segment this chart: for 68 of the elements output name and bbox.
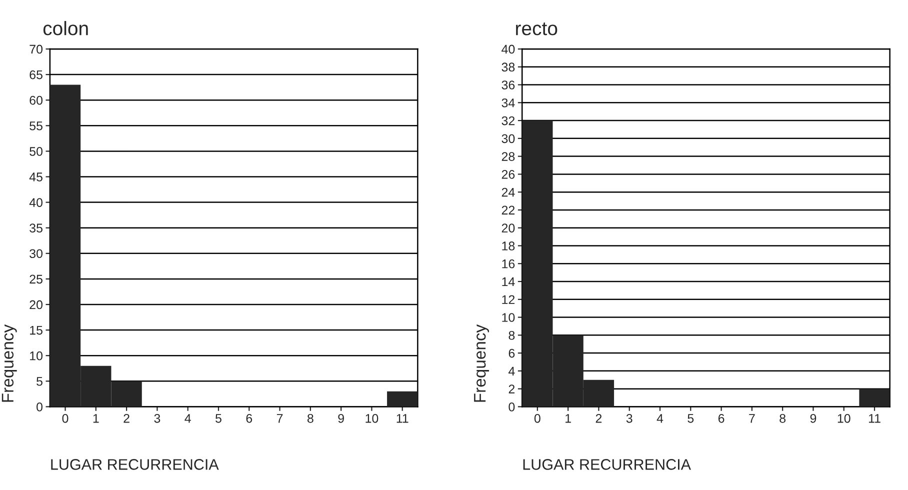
y-tick-label: 24 [502, 188, 515, 197]
y-tick-label: 60 [30, 96, 43, 105]
x-tick-label: 2 [124, 414, 130, 423]
y-tick-label: 25 [30, 274, 42, 284]
y-tick-label: 55 [30, 122, 42, 130]
y-tick-label: 22 [502, 206, 515, 214]
y-tick-label: 15 [30, 326, 42, 335]
x-tick-label: 3 [154, 414, 160, 423]
y-tick-label: 34 [502, 98, 515, 108]
chart-title: recto [516, 22, 558, 36]
y-tick-label: 10 [30, 351, 43, 360]
y-tick-label: 45 [29, 172, 42, 182]
x-tick-label: 2 [596, 414, 602, 423]
x-tick-label: 0 [62, 414, 68, 423]
y-tick-label: 10 [502, 313, 515, 322]
x-tick-label: 7 [749, 414, 755, 423]
x-tick-label: 8 [780, 414, 786, 423]
x-tick-label: 0 [534, 414, 540, 423]
y-tick-label: 0 [508, 402, 515, 412]
x-tick-label: 9 [338, 414, 344, 423]
y-tick-label: 2 [508, 384, 515, 394]
y-axis-title: Frequency [474, 324, 490, 402]
y-tick-label: 32 [502, 116, 515, 126]
y-tick-label: 5 [36, 377, 42, 386]
y-axis-title: Frequency [2, 324, 17, 402]
bar [859, 388, 890, 407]
y-tick-label: 40 [29, 198, 43, 207]
y-tick-label: 36 [502, 80, 515, 90]
x-tick-label: 11 [868, 414, 880, 423]
chart-title: colon [43, 21, 88, 36]
y-tick-label: 12 [502, 295, 515, 304]
y-tick-label: 40 [502, 44, 515, 54]
x-tick-label: 5 [216, 414, 222, 423]
y-tick-label: 0 [36, 402, 43, 412]
y-tick-label: 35 [30, 224, 42, 232]
x-tick-label: 6 [718, 414, 724, 423]
y-tick-label: 65 [30, 70, 42, 80]
y-tick-label: 16 [502, 259, 515, 268]
y-tick-label: 38 [502, 62, 515, 72]
y-tick-label: 26 [502, 170, 515, 179]
x-axis-title: LUGAR RECURRENCIA [523, 459, 691, 470]
y-tick-label: 70 [30, 44, 43, 54]
y-tick-label: 6 [508, 348, 515, 358]
y-tick-label: 20 [502, 224, 515, 232]
x-tick-label: 11 [396, 414, 408, 423]
x-tick-label: 9 [810, 414, 816, 423]
y-tick-label: 18 [502, 242, 515, 250]
y-tick-label: 30 [30, 249, 43, 258]
bar [387, 391, 418, 407]
x-tick-label: 6 [246, 414, 252, 423]
x-tick-label: 1 [566, 414, 571, 423]
x-tick-label: 7 [276, 414, 283, 423]
x-tick-label: 8 [307, 414, 314, 423]
y-tick-label: 30 [502, 134, 515, 144]
y-tick-label: 28 [502, 152, 515, 161]
x-tick-label: 4 [656, 414, 664, 423]
y-tick-label: 14 [502, 277, 515, 286]
x-tick-label: 1 [93, 414, 99, 423]
x-tick-label: 5 [688, 414, 694, 423]
x-tick-label: 4 [184, 414, 191, 423]
y-tick-label: 20 [30, 300, 43, 310]
y-tick-label: 50 [30, 147, 43, 156]
x-axis-title: LUGAR RECURRENCIA [51, 459, 219, 470]
x-tick-label: 3 [626, 414, 632, 423]
x-tick-label: 10 [366, 414, 378, 423]
y-tick-label: 4 [508, 366, 515, 376]
y-tick-label: 8 [508, 330, 515, 340]
x-tick-label: 10 [838, 414, 850, 423]
